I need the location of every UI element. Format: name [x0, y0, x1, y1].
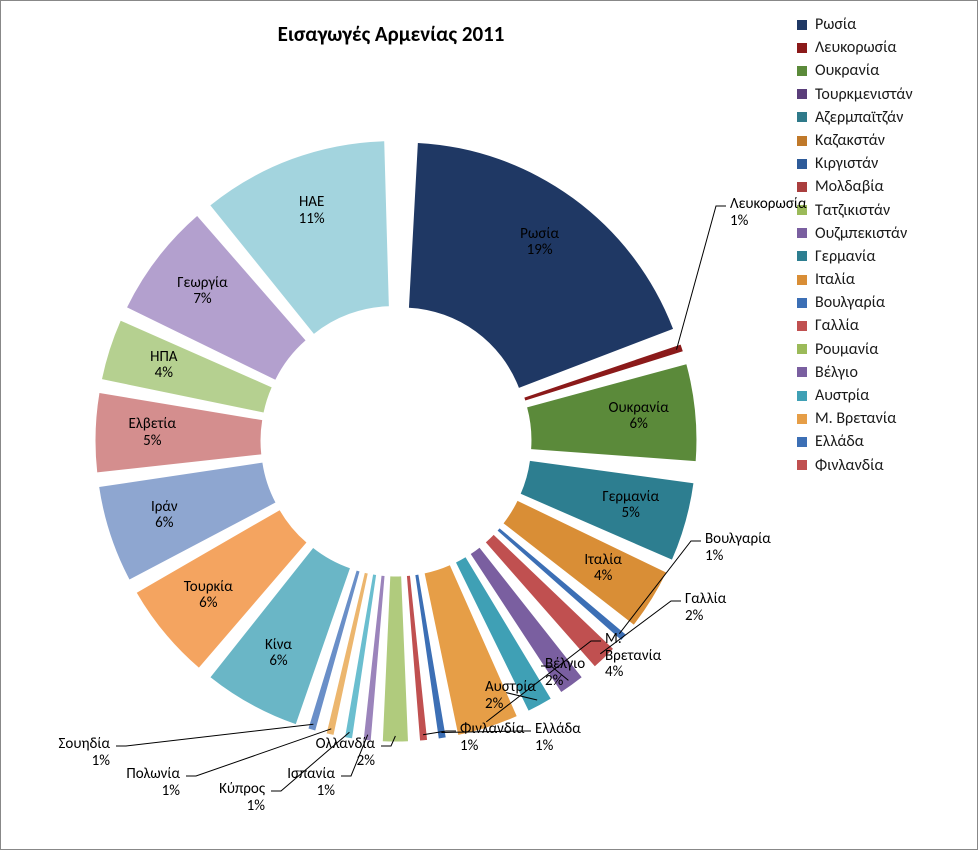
- legend-swatch: [797, 251, 807, 261]
- legend-item: Βουλγαρία: [797, 293, 967, 312]
- legend: Ρωσία Λευκορωσία Ουκρανία Τουρκμενιστάν Αζερ…: [797, 11, 967, 479]
- legend-swatch: [797, 437, 807, 447]
- legend-swatch: [797, 205, 807, 215]
- legend-label: Βουλγαρία: [815, 293, 885, 312]
- legend-item: Καζακστάν: [797, 131, 967, 150]
- legend-item: Ελλάδα: [797, 432, 967, 451]
- legend-swatch: [797, 228, 807, 238]
- legend-swatch: [797, 275, 807, 285]
- legend-item: Γαλλία: [797, 316, 967, 335]
- legend-label: Ρωσία: [815, 15, 856, 34]
- legend-label: Ρουμανία: [815, 340, 879, 359]
- legend-swatch: [797, 112, 807, 122]
- legend-label: Βέλγιο: [815, 363, 858, 382]
- legend-label: Ελλάδα: [815, 432, 864, 451]
- legend-swatch: [797, 391, 807, 401]
- legend-label: Φινλανδία: [815, 456, 884, 475]
- legend-item: Ουκρανία: [797, 61, 967, 80]
- legend-swatch: [797, 136, 807, 146]
- legend-item: Τουρκμενιστάν: [797, 85, 967, 104]
- legend-swatch: [797, 159, 807, 169]
- legend-swatch: [797, 66, 807, 76]
- legend-label: Ουζμπεκιστάν: [815, 224, 907, 243]
- legend-item: Ουζμπεκιστάν: [797, 224, 967, 243]
- legend-item: Αυστρία: [797, 386, 967, 405]
- legend-label: Κιργιστάν: [815, 154, 878, 173]
- legend-item: Γερμανία: [797, 247, 967, 266]
- legend-label: Τουρκμενιστάν: [815, 85, 913, 104]
- legend-item: Τατζικιστάν: [797, 201, 967, 220]
- chart-frame: Εισαγωγές Αρμενίας 2011 ΡωσίαΛευκορωσίαΟ…: [0, 0, 978, 850]
- legend-label: Γερμανία: [815, 247, 876, 266]
- legend-swatch: [797, 298, 807, 308]
- legend-item: Ρουμανία: [797, 340, 967, 359]
- legend-item: Κιργιστάν: [797, 154, 967, 173]
- legend-swatch: [797, 182, 807, 192]
- legend-item: Βέλγιο: [797, 363, 967, 382]
- legend-item: Μ. Βρετανία: [797, 409, 967, 428]
- legend-swatch: [797, 414, 807, 424]
- legend-label: Καζακστάν: [815, 131, 885, 150]
- legend-label: Τατζικιστάν: [815, 201, 890, 220]
- legend-item: Μολδαβία: [797, 177, 967, 196]
- legend-item: Ιταλία: [797, 270, 967, 289]
- legend-swatch: [797, 43, 807, 53]
- legend-swatch: [797, 344, 807, 354]
- legend-label: Αυστρία: [815, 386, 869, 405]
- legend-label: Ουκρανία: [815, 61, 879, 80]
- legend-label: Γαλλία: [815, 316, 859, 335]
- legend-swatch: [797, 321, 807, 331]
- legend-swatch: [797, 20, 807, 30]
- legend-swatch: [797, 89, 807, 99]
- legend-label: Μ. Βρετανία: [815, 409, 896, 428]
- legend-label: Μολδαβία: [815, 177, 884, 196]
- legend-label: Ιταλία: [815, 270, 855, 289]
- legend-swatch: [797, 367, 807, 377]
- legend-item: Αζερμπαϊτζάν: [797, 108, 967, 127]
- legend-item: Ρωσία: [797, 15, 967, 34]
- legend-swatch: [797, 460, 807, 470]
- legend-label: Λευκορωσία: [815, 38, 897, 57]
- legend-label: Αζερμπαϊτζάν: [815, 108, 903, 127]
- legend-item: Λευκορωσία: [797, 38, 967, 57]
- legend-item: Φινλανδία: [797, 456, 967, 475]
